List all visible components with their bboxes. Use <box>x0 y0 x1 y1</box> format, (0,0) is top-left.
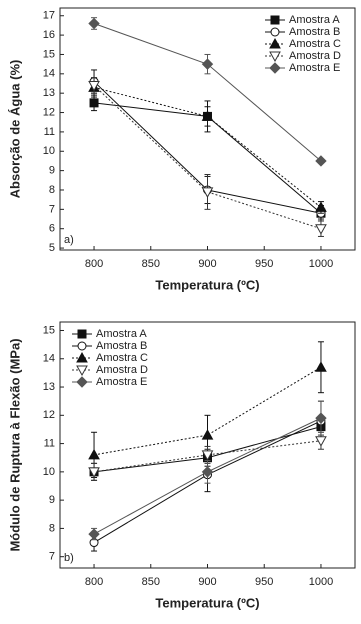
y-tick-label: 15 <box>43 48 55 60</box>
y-tick-label: 10 <box>43 466 55 478</box>
x-tick-label: 1000 <box>309 258 333 270</box>
marker <box>270 27 280 37</box>
x-tick-label: 900 <box>198 576 216 588</box>
y-tick-label: 9 <box>49 165 55 177</box>
marker <box>76 351 88 363</box>
y-tick-label: 15 <box>43 324 55 336</box>
y-tick-label: 6 <box>49 223 55 235</box>
panel-label: a) <box>64 234 74 246</box>
marker <box>201 187 214 198</box>
legend-label: Amostra C <box>96 352 148 364</box>
y-tick-label: 12 <box>43 409 55 421</box>
x-axis-label: Temperatura (ºC) <box>155 277 259 292</box>
x-tick-label: 950 <box>255 576 273 588</box>
y-tick-label: 13 <box>43 87 55 99</box>
y-tick-label: 8 <box>49 522 55 534</box>
marker <box>89 98 99 108</box>
marker <box>315 412 327 424</box>
y-tick-label: 9 <box>49 494 55 506</box>
x-tick-label: 850 <box>142 576 160 588</box>
marker <box>201 429 214 440</box>
y-tick-label: 12 <box>43 106 55 118</box>
y-axis-label: Absorção de Água (%) <box>7 60 22 199</box>
legend-label: Amostra A <box>96 328 147 340</box>
x-tick-label: 950 <box>255 258 273 270</box>
marker <box>88 467 100 478</box>
marker <box>76 365 88 377</box>
legend-label: Amostra E <box>289 62 340 74</box>
marker <box>77 341 87 351</box>
marker <box>88 528 100 540</box>
y-tick-label: 14 <box>43 353 55 365</box>
legend-label: Amostra A <box>289 14 340 26</box>
series-line <box>93 23 322 162</box>
legend-label: Amostra B <box>289 26 340 38</box>
marker <box>315 361 327 372</box>
marker <box>269 37 281 49</box>
legend-label: Amostra C <box>289 38 341 50</box>
marker <box>88 448 100 460</box>
marker <box>76 376 88 388</box>
marker <box>269 51 281 63</box>
y-tick-label: 14 <box>43 68 55 80</box>
y-tick-label: 7 <box>49 203 55 215</box>
marker <box>88 80 100 92</box>
marker <box>315 201 327 212</box>
legend-label: Amostra B <box>96 340 147 352</box>
marker <box>201 58 214 70</box>
y-tick-label: 13 <box>43 381 55 393</box>
y-tick-label: 5 <box>49 242 55 254</box>
marker <box>201 110 214 121</box>
y-tick-label: 7 <box>49 551 55 563</box>
marker <box>269 62 281 74</box>
marker <box>315 155 327 167</box>
legend-label: Amostra D <box>289 50 341 62</box>
y-tick-label: 17 <box>43 10 55 22</box>
legend-label: Amostra E <box>96 376 147 388</box>
y-tick-label: 16 <box>43 29 55 41</box>
x-tick-label: 800 <box>85 258 103 270</box>
y-axis-label: Módulo de Ruptura à Flexão (MPa) <box>7 338 22 551</box>
x-tick-label: 900 <box>198 258 216 270</box>
y-tick-label: 8 <box>49 184 55 196</box>
marker <box>315 224 327 235</box>
y-tick-label: 11 <box>44 437 55 449</box>
x-tick-label: 800 <box>85 576 103 588</box>
x-tick-label: 850 <box>142 258 160 270</box>
legend-label: Amostra D <box>96 364 148 376</box>
x-tick-label: 1000 <box>309 576 333 588</box>
x-axis-label: Temperatura (ºC) <box>155 595 259 610</box>
marker <box>77 329 87 339</box>
y-tick-label: 10 <box>43 145 55 157</box>
marker <box>88 17 100 30</box>
panel-label: b) <box>64 552 74 564</box>
marker <box>201 450 214 461</box>
y-tick-label: 11 <box>44 126 55 138</box>
marker <box>315 436 327 447</box>
marker <box>201 466 214 478</box>
marker <box>270 15 280 25</box>
